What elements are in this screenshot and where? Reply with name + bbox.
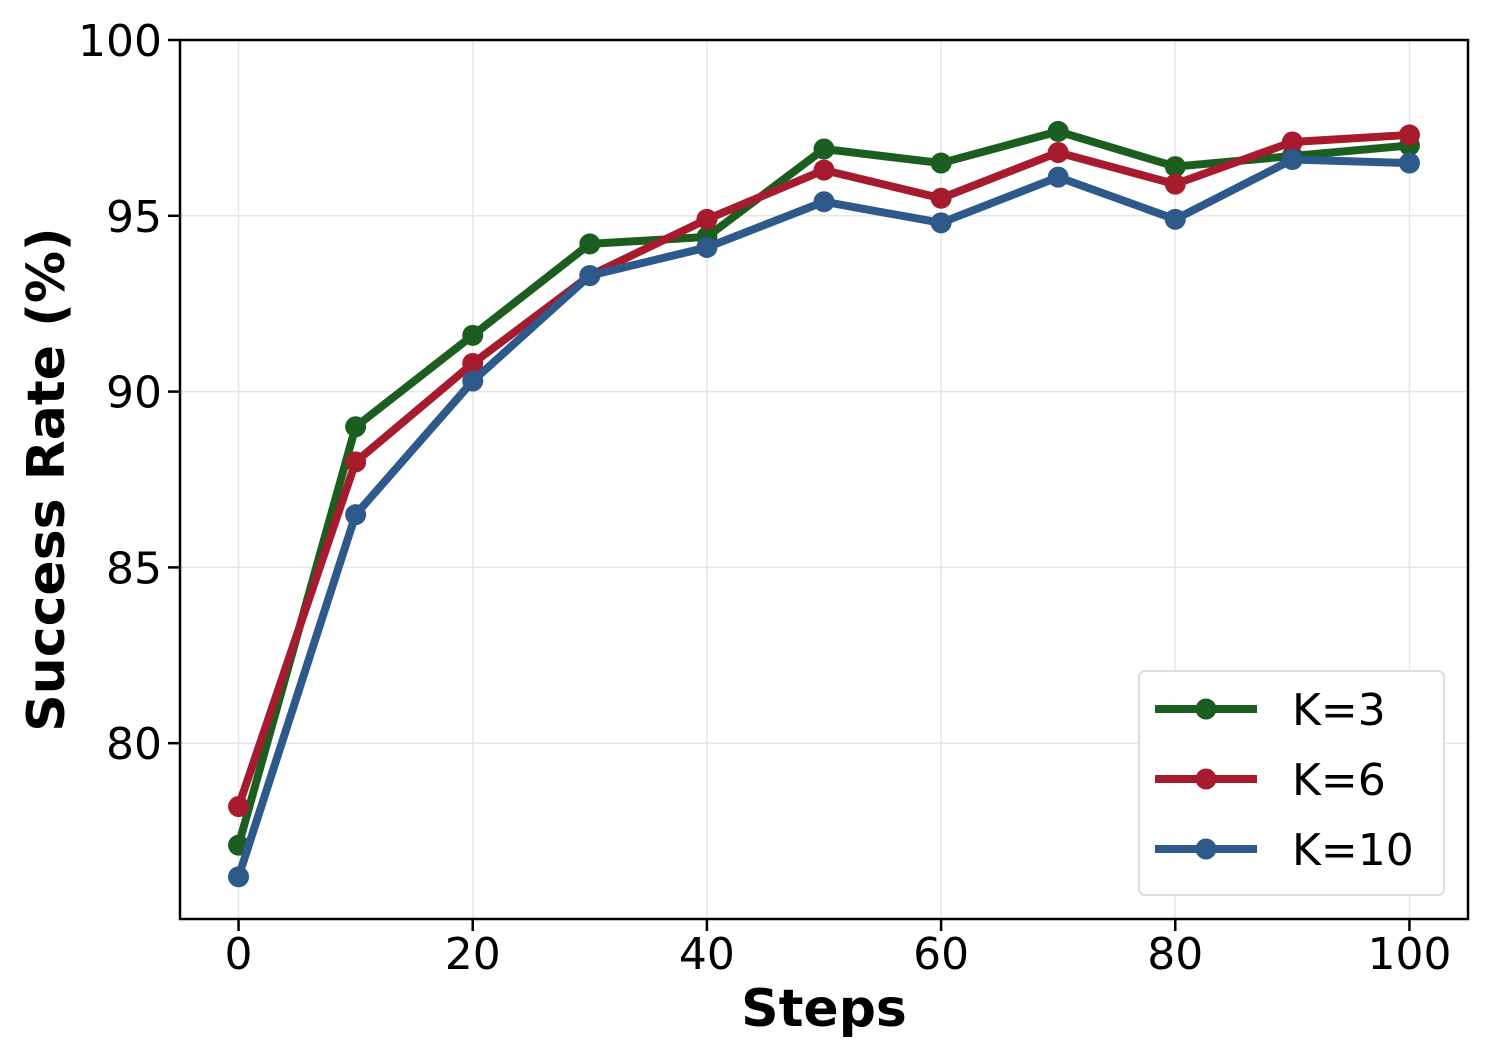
y-tick-label: 100	[78, 16, 162, 67]
legend-swatch-marker	[1195, 698, 1217, 720]
data-point	[1164, 156, 1186, 178]
x-tick-label: 60	[913, 929, 969, 980]
data-point	[228, 866, 250, 888]
y-tick-label: 90	[106, 368, 162, 419]
y-tick-label: 85	[106, 543, 162, 594]
data-point	[696, 236, 718, 258]
x-tick-label: 20	[445, 929, 501, 980]
data-point	[1164, 208, 1186, 230]
y-axis-title: Success Rate (%)	[17, 227, 77, 731]
legend-swatch-marker	[1195, 838, 1217, 860]
legend-label: K=6	[1292, 755, 1386, 806]
legend: K=3 K=6 K=10	[1138, 670, 1445, 896]
plot-frame	[178, 38, 1470, 921]
data-point	[579, 233, 601, 255]
data-point	[345, 451, 367, 473]
data-point	[345, 504, 367, 526]
data-point	[1398, 152, 1420, 174]
data-point	[462, 370, 484, 392]
x-tick-label: 100	[1367, 929, 1451, 980]
series-layer	[228, 120, 1420, 888]
data-point	[462, 352, 484, 374]
data-point	[1281, 149, 1303, 171]
y-tick-label: 95	[106, 192, 162, 243]
legend-item: K=3	[1155, 685, 1386, 736]
data-point	[462, 324, 484, 346]
data-point	[228, 795, 250, 817]
legend-item: K=6	[1155, 755, 1386, 806]
data-point	[930, 187, 952, 209]
legend-swatch-marker	[1195, 768, 1217, 790]
y-tick-label: 80	[106, 719, 162, 770]
data-point	[813, 159, 835, 181]
y-axis: 80 85 90 95 100	[78, 16, 180, 770]
legend-label: K=3	[1292, 685, 1386, 736]
legend-label: K=10	[1292, 825, 1414, 876]
data-point	[1047, 120, 1069, 142]
data-point	[579, 265, 601, 287]
legend-item: K=10	[1155, 825, 1414, 876]
data-point	[1047, 142, 1069, 164]
x-tick-label: 80	[1147, 929, 1203, 980]
x-tick-label: 40	[679, 929, 735, 980]
data-point	[1281, 131, 1303, 153]
data-point	[1164, 173, 1186, 195]
data-point	[813, 191, 835, 213]
x-axis-title: Steps	[741, 979, 907, 1039]
data-point	[696, 208, 718, 230]
data-point	[930, 152, 952, 174]
data-point	[930, 212, 952, 234]
x-tick-label: 0	[225, 929, 253, 980]
series-k-10	[228, 149, 1420, 888]
data-point	[345, 416, 367, 438]
legend-box	[1138, 670, 1445, 896]
data-point	[1398, 124, 1420, 146]
x-axis: 0 20 40 60 80 100	[225, 919, 1451, 980]
data-point	[813, 138, 835, 160]
data-point	[1047, 166, 1069, 188]
